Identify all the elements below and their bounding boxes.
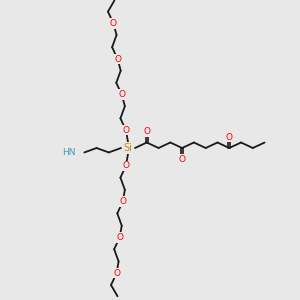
Text: HN: HN [62, 148, 75, 157]
Text: O: O [116, 233, 123, 242]
Text: O: O [118, 90, 125, 99]
Text: O: O [122, 161, 129, 170]
Text: O: O [110, 19, 117, 28]
Text: O: O [226, 133, 233, 142]
Text: O: O [113, 269, 120, 278]
Text: O: O [178, 154, 186, 164]
Text: O: O [114, 55, 121, 64]
Text: Si: Si [124, 143, 132, 153]
Text: O: O [122, 126, 129, 135]
Text: O: O [119, 197, 126, 206]
Text: O: O [143, 127, 150, 136]
